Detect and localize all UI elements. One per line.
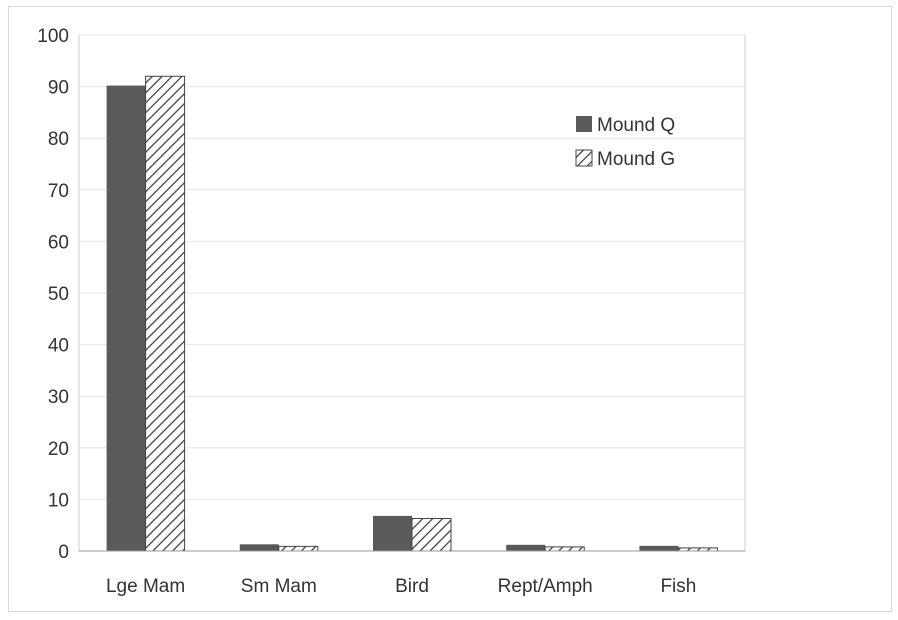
bars xyxy=(106,75,718,552)
bar-mound-g xyxy=(278,545,319,552)
y-tick-label: 20 xyxy=(48,439,69,460)
x-tick-label: Rept/Amph xyxy=(498,576,593,597)
bar-mound-g xyxy=(411,517,452,552)
y-tick-label: 100 xyxy=(37,26,69,47)
bar-mound-q xyxy=(239,544,279,551)
legend-label-mound-q: Mound Q xyxy=(597,115,675,136)
y-tick-label: 90 xyxy=(48,78,69,99)
x-tick-label: Lge Mam xyxy=(106,576,185,597)
bar-mound-q xyxy=(106,85,146,552)
legend-label-mound-g: Mound G xyxy=(597,149,675,170)
x-tick-label: Bird xyxy=(395,576,429,597)
legend-swatch-mound-g xyxy=(575,149,593,167)
y-tick-label: 70 xyxy=(48,181,69,202)
x-tick-label: Fish xyxy=(660,576,696,597)
y-axis-ticks: 0 10 20 30 40 50 60 70 80 90 100 xyxy=(37,26,69,563)
x-tick-label: Sm Mam xyxy=(241,576,317,597)
bar-mound-g xyxy=(544,546,585,552)
gridlines xyxy=(79,34,745,500)
legend: Mound Q Mound G xyxy=(575,115,675,170)
bar-mound-q xyxy=(506,544,546,551)
y-tick-label: 80 xyxy=(48,129,69,150)
bar-mound-q xyxy=(373,515,412,551)
legend-swatch-mound-q xyxy=(576,116,592,132)
y-tick-label: 60 xyxy=(48,232,69,253)
y-tick-label: 0 xyxy=(58,542,69,563)
y-tick-label: 10 xyxy=(48,490,69,511)
x-axis-ticks: Lge Mam Sm Mam Bird Rept/Amph Fish xyxy=(106,576,696,597)
bar-mound-q xyxy=(639,545,679,551)
y-tick-label: 30 xyxy=(48,387,69,408)
y-tick-label: 50 xyxy=(48,284,69,305)
y-tick-label: 40 xyxy=(48,336,69,357)
bar-mound-g xyxy=(145,75,186,552)
